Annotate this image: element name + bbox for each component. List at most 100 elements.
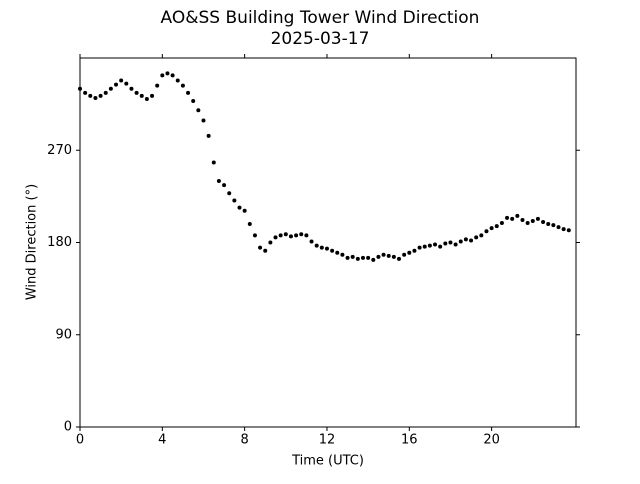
point: [93, 95, 98, 100]
point: [397, 256, 402, 261]
point: [319, 245, 324, 250]
point: [268, 240, 273, 245]
point: [360, 255, 365, 260]
chart-subtitle: 2025-03-17: [271, 29, 370, 49]
y-tick-label: 180: [47, 235, 72, 250]
point: [98, 93, 103, 98]
y-tick-label: 90: [55, 327, 72, 342]
point: [541, 220, 546, 224]
y-axis-label: Wind Direction (°): [25, 184, 40, 300]
point: [499, 221, 504, 226]
point: [427, 243, 432, 248]
point: [299, 232, 304, 237]
point: [278, 233, 283, 238]
point: [345, 255, 350, 260]
point: [355, 256, 360, 261]
point: [247, 222, 252, 227]
point: [83, 90, 88, 95]
point: [134, 90, 139, 95]
point: [438, 244, 443, 249]
point: [448, 240, 453, 245]
point: [479, 233, 484, 238]
point: [119, 78, 124, 83]
point: [258, 245, 263, 250]
point: [469, 238, 474, 243]
point: [232, 198, 237, 203]
point: [489, 226, 494, 231]
point: [144, 97, 149, 101]
x-tick-label: 8: [241, 433, 249, 448]
chart-title: AO&SS Building Tower Wind Direction: [161, 8, 480, 28]
point: [206, 133, 211, 138]
point: [88, 93, 93, 98]
point: [196, 108, 201, 113]
point: [376, 254, 381, 259]
point: [494, 224, 499, 229]
point: [283, 232, 288, 237]
point: [391, 254, 396, 259]
point: [263, 248, 268, 253]
x-tick-label: 20: [483, 433, 500, 448]
point: [324, 246, 329, 251]
point: [371, 257, 376, 262]
point: [129, 86, 134, 91]
point: [304, 233, 309, 238]
point: [114, 82, 119, 87]
point: [252, 233, 257, 238]
point: [453, 242, 458, 247]
point: [510, 216, 515, 221]
point: [237, 205, 242, 210]
point: [515, 213, 520, 218]
point: [78, 86, 82, 91]
point: [402, 252, 407, 257]
point: [191, 99, 196, 104]
point: [180, 83, 185, 88]
point: [170, 73, 175, 78]
point: [335, 250, 340, 255]
point: [330, 248, 335, 253]
plot-frame: [79, 57, 577, 428]
point: [294, 233, 299, 238]
point: [124, 81, 129, 86]
point: [227, 191, 232, 196]
point: [165, 71, 170, 76]
x-tick-label: 12: [319, 433, 336, 448]
point: [381, 252, 386, 257]
point: [139, 93, 144, 98]
point: [340, 252, 345, 257]
point: [407, 250, 412, 255]
point: [160, 73, 165, 78]
point: [201, 118, 206, 123]
point: [386, 253, 391, 258]
x-tick-label: 0: [76, 433, 84, 448]
point: [273, 235, 278, 240]
point: [505, 215, 510, 220]
point: [211, 160, 216, 165]
x-tick-label: 16: [401, 433, 418, 448]
point: [309, 239, 314, 244]
point: [350, 254, 355, 259]
point: [412, 248, 417, 253]
point: [103, 90, 108, 95]
point: [186, 90, 191, 95]
point: [175, 78, 180, 83]
point: [222, 183, 227, 188]
point: [484, 229, 489, 234]
point: [288, 234, 293, 239]
x-axis-label: Time (UTC): [291, 454, 364, 469]
point: [433, 242, 438, 247]
point: [566, 228, 571, 233]
point: [551, 223, 556, 228]
point: [463, 237, 468, 242]
point: [546, 222, 551, 227]
point: [314, 243, 319, 248]
x-tick-label: 4: [158, 433, 166, 448]
point: [150, 93, 155, 98]
point: [530, 218, 535, 223]
point: [458, 239, 463, 244]
point: [155, 83, 160, 88]
point: [443, 241, 448, 246]
point: [422, 244, 427, 249]
point: [242, 208, 247, 213]
